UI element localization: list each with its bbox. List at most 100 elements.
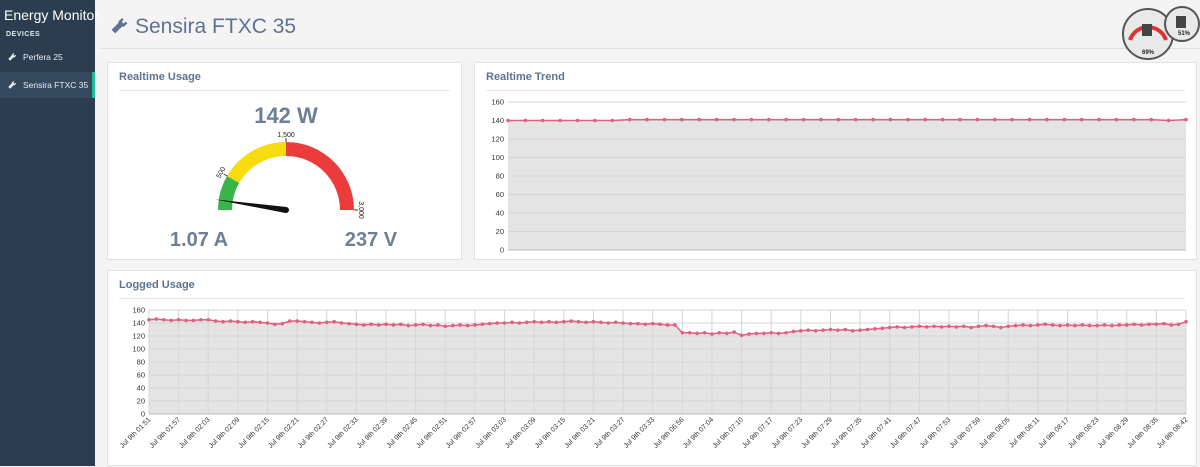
gauge-tick-label: 1,500 xyxy=(277,132,295,139)
point xyxy=(680,117,684,122)
point xyxy=(1114,117,1119,122)
point xyxy=(1058,323,1062,328)
line-chart: 0 20 40 60 80 100 120 140 160 xyxy=(491,98,1188,255)
point xyxy=(1073,323,1077,328)
x-tick-label: Jul 9th 08:11 xyxy=(1008,416,1041,449)
point xyxy=(991,324,996,329)
point xyxy=(769,330,773,335)
y-tick-label: 40 xyxy=(137,384,145,393)
x-tick-label: Jul 9th 08:42 xyxy=(1156,416,1189,449)
point xyxy=(599,320,603,325)
point xyxy=(213,319,218,323)
y-tick-label: 80 xyxy=(496,172,504,181)
y-tick-label: 60 xyxy=(496,190,504,199)
point xyxy=(554,320,559,325)
point xyxy=(1013,323,1018,328)
point xyxy=(961,324,966,329)
point xyxy=(776,331,781,336)
point xyxy=(376,323,381,327)
gauge-tick-label: 3,000 xyxy=(357,201,364,219)
point xyxy=(992,117,997,122)
point xyxy=(1028,323,1033,328)
badge-label: 51% xyxy=(1178,31,1191,37)
point xyxy=(749,117,754,122)
gauge-tick-label: 500 xyxy=(216,166,228,180)
gauge-band xyxy=(218,176,240,210)
point xyxy=(176,317,181,322)
nav-label: Perfera 25 xyxy=(23,52,63,62)
point xyxy=(162,317,166,322)
point xyxy=(436,323,440,327)
point xyxy=(310,320,314,325)
point xyxy=(801,117,806,122)
point xyxy=(1045,117,1049,122)
point xyxy=(428,323,433,328)
point xyxy=(836,328,840,332)
point xyxy=(871,117,875,122)
point xyxy=(362,323,366,327)
point xyxy=(287,319,292,323)
panel-title: Realtime Trend xyxy=(486,71,565,83)
point xyxy=(754,331,759,336)
point xyxy=(821,328,825,332)
point xyxy=(732,330,736,334)
point xyxy=(1147,322,1151,327)
point xyxy=(947,324,951,329)
point xyxy=(391,323,396,327)
point xyxy=(939,325,944,329)
point xyxy=(506,118,510,123)
area xyxy=(149,319,1186,414)
point xyxy=(1184,117,1188,122)
point xyxy=(906,117,910,122)
point xyxy=(662,117,667,122)
panel-title: Logged Usage xyxy=(119,279,195,291)
point xyxy=(999,325,1003,330)
point xyxy=(880,326,885,330)
line xyxy=(508,118,1187,122)
point xyxy=(1036,323,1040,327)
point xyxy=(658,322,662,327)
point xyxy=(502,321,507,325)
point xyxy=(1021,323,1025,327)
point xyxy=(1149,117,1154,122)
point xyxy=(1065,323,1070,327)
point xyxy=(628,321,633,326)
point xyxy=(687,330,692,335)
point xyxy=(717,330,722,335)
page-header: Sensira FTXC 35 xyxy=(107,12,296,42)
y-tick-label: 80 xyxy=(137,358,145,367)
point xyxy=(739,333,744,338)
nav-label: Sensira FTXC 35 xyxy=(23,80,89,90)
point xyxy=(324,320,329,325)
point xyxy=(562,319,566,324)
point xyxy=(636,321,640,326)
gauge-band xyxy=(227,142,286,183)
point xyxy=(924,325,929,329)
point xyxy=(584,320,588,325)
nav-item[interactable]: Sensira FTXC 35 xyxy=(0,72,95,98)
point xyxy=(593,118,597,123)
point xyxy=(317,321,322,325)
point xyxy=(199,317,203,322)
point xyxy=(1132,322,1136,327)
point xyxy=(1166,118,1171,123)
plug-icon xyxy=(7,52,17,62)
nav-item[interactable]: Perfera 25 xyxy=(0,44,95,70)
panel-divider xyxy=(119,90,450,91)
point xyxy=(250,319,255,324)
point xyxy=(643,322,648,327)
point xyxy=(558,118,562,123)
point xyxy=(888,117,893,122)
point xyxy=(843,327,848,332)
point xyxy=(984,323,988,328)
panel: Realtime Trend 0 20 40 60 80 100 120 140 160 xyxy=(474,62,1197,260)
point xyxy=(154,317,159,321)
point xyxy=(836,117,841,122)
y-tick-label: 140 xyxy=(491,116,504,125)
point xyxy=(465,323,470,328)
badge-label: 69% xyxy=(1142,50,1155,56)
point xyxy=(236,319,240,324)
point xyxy=(784,330,788,335)
point xyxy=(975,117,980,122)
